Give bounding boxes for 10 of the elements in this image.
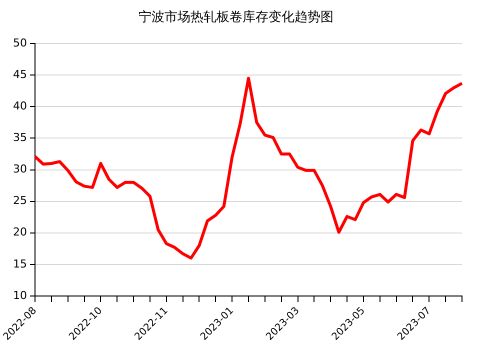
y-tick-label: 35 bbox=[12, 131, 27, 144]
y-tick-label: 25 bbox=[12, 194, 27, 208]
y-tick-label: 45 bbox=[12, 68, 27, 82]
y-tick-label: 20 bbox=[12, 226, 27, 239]
y-tick-label: 30 bbox=[12, 162, 27, 176]
y-tick-label: 10 bbox=[12, 288, 27, 302]
y-tick-label: 15 bbox=[12, 257, 27, 270]
chart-title: 宁波市场热轧板卷库存变化趋势图 bbox=[138, 9, 334, 26]
y-tick-label: 50 bbox=[12, 36, 27, 50]
y-tick-label: 40 bbox=[12, 100, 27, 113]
